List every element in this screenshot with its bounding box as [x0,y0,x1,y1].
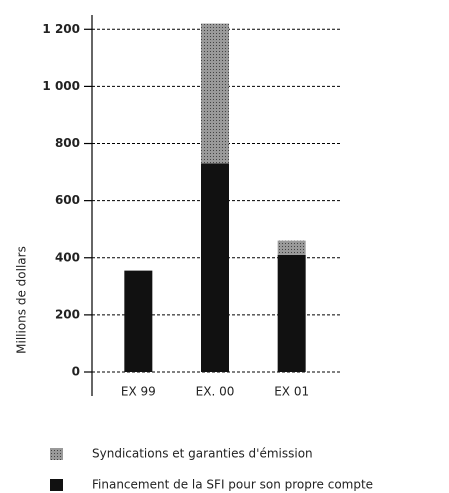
y-tick-label: 1 000 [42,79,80,93]
y-tick-label: 0 [72,365,80,379]
y-tick-label: 600 [55,193,80,207]
x-tick-label: EX. 00 [196,385,235,399]
legend-swatch [50,479,63,491]
y-tick-label: 800 [55,136,80,150]
y-tick-label: 400 [55,250,80,264]
y-tick-label: 200 [55,307,80,321]
legend-label: Financement de la SFI pour son propre co… [92,478,373,492]
bar-segment [277,240,306,255]
bar-segment [201,23,229,164]
legend-swatch [50,448,63,460]
y-tick-label: 1 200 [42,22,80,36]
x-tick-label: EX 01 [274,385,309,399]
x-tick-label: EX 99 [121,385,156,399]
bar-segment [277,254,306,372]
bar-segment [124,270,153,372]
bar-segment [201,163,229,372]
legend-label: Syndications et garanties d'émission [92,447,313,461]
y-axis-label: Millions de dollars [15,246,29,354]
